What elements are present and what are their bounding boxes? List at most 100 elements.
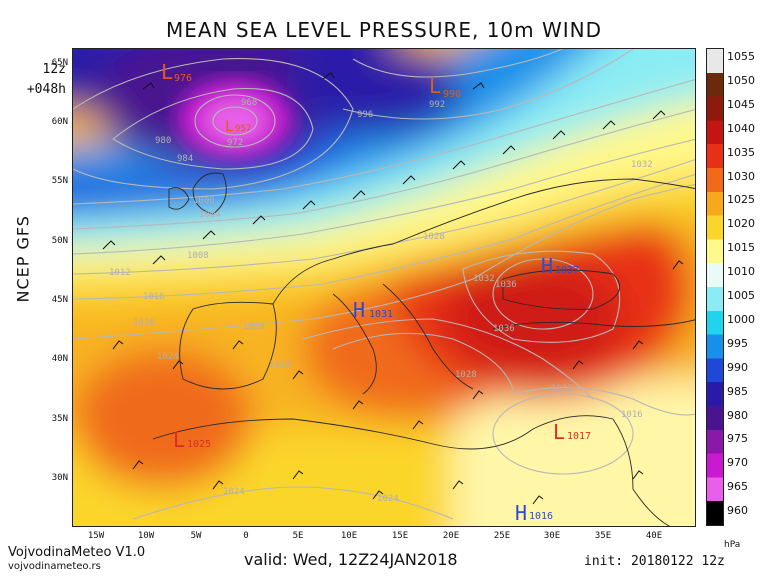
system-value: 1016 (529, 511, 553, 522)
isobar-1016-low (492, 393, 634, 475)
lat-tick-35n: 35N (51, 414, 68, 424)
isobar-992 (352, 49, 564, 78)
isobar-label: 1024 (377, 494, 399, 504)
wind-barb (472, 390, 484, 400)
colorbar-label: 965 (727, 480, 748, 494)
colorbar-label: 1045 (727, 97, 755, 111)
isobar-label: 1028 (455, 370, 477, 380)
wind-barb (142, 82, 155, 90)
isobar-label: 1000 (193, 196, 215, 206)
isobar-label: 1036 (495, 280, 517, 290)
wind-barb (452, 480, 464, 490)
lon-tick-5e: 5E (292, 531, 304, 541)
isobar-1000 (73, 79, 695, 205)
isobar-label: 1028 (423, 232, 445, 242)
system-value: 976 (174, 73, 192, 84)
map-title: MEAN SEA LEVEL PRESSURE, 10m WIND (165, 18, 603, 42)
wind-barb (372, 490, 384, 500)
system-letter: L (161, 60, 173, 84)
isobar-label: 1008 (187, 251, 209, 261)
run-lead: +048h (26, 82, 66, 97)
isobar-1016 (73, 174, 695, 300)
lat-tick-65n: 65N (51, 58, 68, 68)
wind-barb (402, 175, 416, 185)
lat-tick-55n: 55N (51, 176, 68, 186)
isobar-label: 972 (227, 138, 243, 148)
colorbar-label: 1050 (727, 73, 755, 87)
wind-barbs (102, 72, 684, 505)
isobar-label: 996 (357, 110, 373, 120)
lon-tick-15e: 15E (391, 531, 409, 541)
wind-barb (172, 360, 184, 370)
system-value: 957 (235, 124, 251, 134)
lat-tick-45n: 45N (51, 295, 68, 305)
isobar-1020-east (512, 387, 695, 416)
wind-barb (132, 460, 144, 470)
pressure-systems: L 976 L 957 L 990 H 1031 H 1037 L 1025 L… (161, 60, 591, 525)
isobars (73, 49, 695, 520)
isobar-labels: 968 972 980 984 992 996 1000 1004 1008 1… (109, 98, 653, 504)
isobar-984 (73, 58, 354, 190)
isobar-1028 (332, 332, 514, 390)
system-value: 1025 (187, 439, 211, 450)
colorbar-label: 1055 (727, 50, 755, 63)
coast-uk (192, 172, 227, 215)
wind-barb (232, 340, 244, 350)
isobar-label: 1032 (473, 274, 495, 284)
colorbar-label: 1005 (727, 289, 755, 302)
system-value: 990 (443, 89, 461, 100)
wind-barb (152, 255, 166, 265)
init-time: init: 20180122 12z (584, 554, 725, 569)
isobar-label: 1016 (143, 292, 165, 302)
lat-tick-30n: 30N (51, 473, 68, 483)
colorbar-unit: hPa (724, 540, 741, 550)
coast-north-europe (272, 178, 695, 305)
wind-barb (352, 190, 366, 200)
isobar-972 (194, 94, 276, 148)
coast-iberia (179, 301, 277, 390)
lat-tick-40n: 40N (51, 354, 68, 364)
isobar-label: 984 (177, 154, 193, 164)
lon-tick-10e: 10E (340, 531, 358, 541)
system-letter: L (553, 420, 565, 444)
isobar-label: 1028 (269, 360, 291, 370)
lon-tick-15w: 15W (87, 531, 105, 541)
isobar-968 (212, 106, 258, 136)
isobar-label: 1016 (133, 318, 155, 328)
colorbar-label: 970 (727, 456, 748, 470)
system-value: 1031 (369, 309, 393, 320)
colorbar-label: 985 (727, 384, 748, 398)
isobar-1032 (462, 250, 621, 343)
wind-barb (322, 72, 335, 80)
isobar-1004 (73, 108, 695, 230)
wind-barb (632, 340, 644, 350)
pressure-map: L 976 L 957 L 990 H 1031 H 1037 L 1025 L… (72, 48, 696, 527)
isobar-label: 1036 (493, 324, 515, 334)
colorbar-label: 995 (727, 336, 748, 350)
lon-tick-10w: 10W (137, 531, 155, 541)
colorbar-label: 1010 (727, 265, 755, 279)
wind-barb (532, 495, 544, 505)
coast-italy (332, 293, 377, 395)
isobar-label: 1016 (621, 410, 643, 420)
colorbar-label: 980 (727, 408, 748, 422)
colorbar-label: 990 (727, 360, 748, 374)
system-letter: L (429, 74, 441, 98)
isobar-label: 980 (155, 136, 171, 146)
system-value: 1037 (555, 265, 579, 276)
coast-black-sea-south (492, 319, 695, 330)
isobar-1036 (492, 258, 594, 330)
coast-ireland (168, 187, 190, 210)
lon-tick-35e: 35E (594, 531, 612, 541)
wind-barb (552, 130, 566, 140)
pressure-field (73, 49, 695, 526)
model-label: NCEP GFS (13, 215, 33, 303)
isobar-1008 (73, 138, 695, 255)
valid-time: valid: Wed, 12Z24JAN2018 (244, 550, 458, 569)
wind-barb (632, 470, 644, 480)
wind-barb (102, 240, 116, 250)
coastlines (152, 172, 695, 526)
isobar-label: 1024 (157, 352, 179, 362)
coast-black-sea (502, 269, 621, 310)
lon-tick-30e: 30E (543, 531, 561, 541)
